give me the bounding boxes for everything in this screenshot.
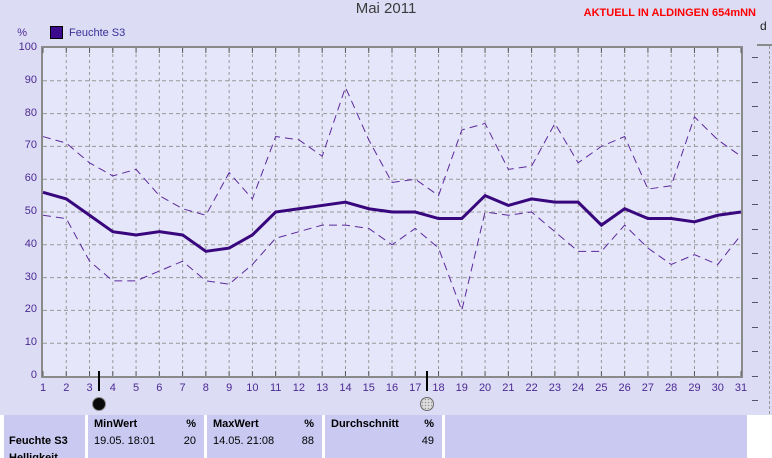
y-axis-unit-label: % [17, 27, 27, 39]
maxwert-cell: MaxWert % 14.05. 21:08 88 [207, 415, 322, 458]
stats-row-label-cell: Feuchte S3 Helligkeit [4, 415, 85, 458]
y-tick-label: 80 [24, 106, 37, 119]
maxwert-unit: % [304, 418, 314, 430]
adjacent-panel-tick [752, 253, 758, 254]
adjacent-panel-tick [752, 302, 758, 303]
maxwert-header: MaxWert [213, 418, 259, 430]
y-tick-label: 40 [24, 237, 37, 250]
x-tick-label: 17 [409, 382, 422, 394]
adjacent-panel-tick [752, 375, 758, 377]
x-tick-label: 9 [226, 382, 233, 394]
maxwert-value: 88 [301, 435, 314, 447]
adjacent-panel-tick [752, 106, 758, 107]
x-tick-label: 6 [156, 382, 163, 394]
y-tick-label: 50 [24, 205, 37, 217]
x-tick-label: 16 [385, 382, 399, 394]
empty-cell [445, 415, 747, 458]
x-tick-label: 29 [688, 382, 701, 394]
x-tick-label: 7 [179, 382, 186, 394]
y-tick-label: 70 [24, 139, 37, 152]
legend-swatch-icon [50, 26, 63, 39]
y-tick-label: 100 [18, 41, 37, 53]
new-moon-icon [91, 397, 106, 411]
durchschnitt-header: Durchschnitt [331, 418, 399, 430]
x-tick-label: 23 [548, 382, 561, 394]
adjacent-panel-tick [752, 81, 758, 83]
x-tick-label: 10 [246, 382, 259, 394]
x-tick-label: 26 [618, 382, 631, 394]
adjacent-panel-tick [752, 57, 758, 58]
y-tick-label: 0 [30, 369, 37, 381]
series-range [42, 211, 742, 313]
y-tick-label: 60 [24, 172, 37, 185]
x-tick-label: 12 [292, 382, 306, 394]
y-tick-label: 30 [24, 270, 37, 283]
x-tick-label: 3 [86, 382, 93, 394]
chart-title: Mai 2011 [355, 0, 417, 17]
x-tick-label: 15 [362, 382, 375, 394]
durchschnitt-value: 49 [421, 435, 434, 447]
x-tick-label: 27 [641, 382, 655, 394]
x-tick-label: 30 [711, 382, 724, 394]
durchschnitt-unit: % [424, 418, 434, 430]
chart-canvas [42, 48, 742, 376]
x-tick-label: 28 [665, 382, 678, 394]
x-tick-label: 13 [316, 382, 329, 394]
legend: Feuchte S3 [50, 26, 125, 39]
x-tick-label: 21 [502, 382, 515, 394]
stats-table: Feuchte S3 Helligkeit MinWert % 19.05. 1… [0, 415, 772, 458]
adjacent-panel-gridline [769, 46, 770, 414]
y-tick-label: 90 [24, 73, 37, 86]
station-alert-text: AKTUELL IN ALDINGEN 654mNN [583, 7, 756, 19]
minwert-value: 20 [183, 435, 196, 447]
moon-marker-tick [97, 371, 100, 391]
adjacent-panel-tick [752, 400, 758, 401]
adjacent-panel-tick [752, 130, 758, 132]
x-tick-label: 31 [734, 382, 748, 394]
x-tick-label: 11 [269, 382, 282, 394]
adjacent-panel-unit-label: d [760, 19, 767, 33]
x-tick-label: 18 [432, 382, 445, 394]
x-tick-label: 14 [339, 382, 352, 394]
adjacent-panel-tick [752, 326, 758, 328]
maxwert-datetime: 14.05. 21:08 [213, 435, 275, 447]
x-tick-label: 5 [133, 382, 140, 394]
minwert-datetime: 19.05. 18:01 [94, 435, 156, 447]
adjacent-panel-tick [752, 204, 758, 205]
x-tick-label: 8 [202, 382, 209, 394]
adjacent-panel-tick [752, 155, 758, 156]
legend-label: Feuchte S3 [69, 26, 126, 39]
minwert-header: MinWert [94, 418, 138, 430]
x-tick-label: 4 [109, 382, 116, 394]
x-tick-label: 24 [572, 382, 585, 394]
minwert-cell: MinWert % 19.05. 18:01 20 [88, 415, 204, 458]
full-moon-icon [419, 397, 434, 411]
sensor-row-label: Feuchte S3 [9, 435, 68, 447]
series-mean [42, 190, 742, 253]
x-tick-label: 20 [478, 382, 492, 394]
moon-marker-tick [425, 371, 428, 391]
adjacent-panel-frame [757, 44, 772, 46]
y-tick-label: 10 [24, 336, 37, 349]
x-tick-label: 22 [525, 382, 538, 394]
adjacent-panel-tick [752, 351, 758, 352]
minwert-unit: % [186, 418, 196, 430]
x-tick-label: 1 [39, 382, 47, 394]
chart-plot [41, 46, 743, 378]
x-tick-label: 25 [595, 382, 608, 394]
adjacent-panel-tick [752, 179, 758, 181]
durchschnitt-cell: Durchschnitt % 49 [325, 415, 442, 458]
next-sensor-row-label-partial: Helligkeit [9, 452, 58, 458]
x-tick-label: 19 [455, 382, 468, 394]
x-tick-label: 2 [63, 382, 70, 394]
y-tick-label: 20 [24, 303, 37, 316]
adjacent-panel-tick [752, 228, 758, 230]
series-range [42, 85, 742, 216]
adjacent-panel-tick [752, 277, 758, 279]
